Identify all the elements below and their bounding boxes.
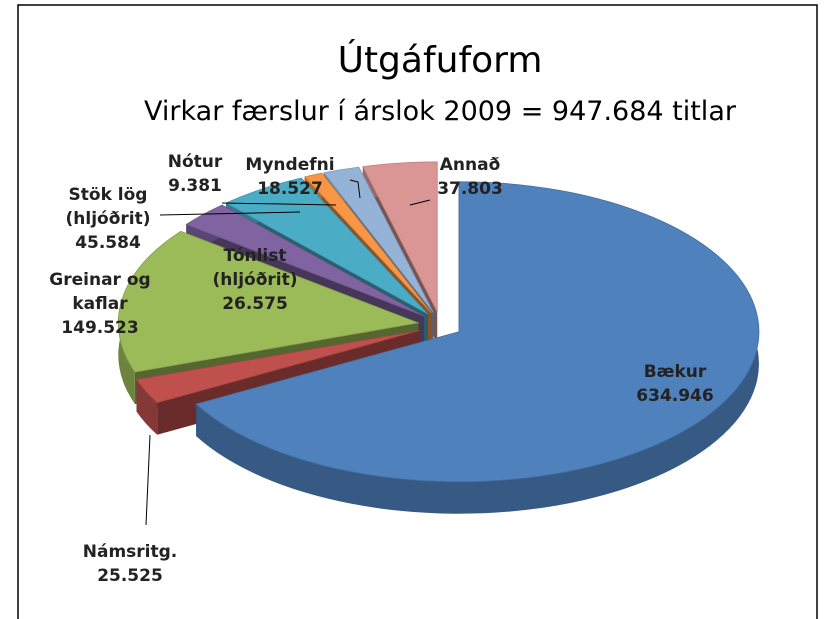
- data-label: Nótur 9.381: [155, 150, 235, 198]
- category-label: Tónlist (hljóðrit): [212, 246, 298, 290]
- category-label: Stök lög (hljóðrit): [65, 185, 151, 229]
- leader-line: [349, 179, 361, 199]
- category-label: Myndefni: [245, 155, 335, 175]
- value-label: 37.803: [437, 179, 503, 199]
- data-label: Myndefni 18.527: [230, 153, 350, 201]
- value-label: 634.946: [636, 386, 714, 406]
- slice-top: [362, 161, 438, 313]
- data-label: Bækur 634.946: [620, 360, 730, 408]
- leader-line: [159, 211, 301, 216]
- category-label: Bækur: [643, 362, 707, 382]
- data-label: Greinar og kaflar 149.523: [40, 268, 160, 340]
- leader-line: [145, 434, 151, 526]
- category-label: Nótur: [167, 152, 223, 172]
- slice-side: [136, 379, 158, 435]
- data-label: Tónlist (hljóðrit) 26.575: [200, 244, 310, 316]
- data-label: Námsritg. 25.525: [60, 540, 200, 588]
- leader-lines: [145, 179, 431, 526]
- slice-top: [117, 230, 420, 373]
- category-label: Námsritg.: [82, 542, 178, 562]
- slice-top: [195, 181, 760, 483]
- value-label: 45.584: [75, 233, 141, 253]
- value-label: 149.523: [61, 318, 139, 338]
- data-label: Stök lög (hljóðrit) 45.584: [48, 183, 168, 255]
- slice-top: [323, 166, 434, 313]
- data-label: Annað 37.803: [420, 153, 520, 201]
- slice: [195, 181, 760, 514]
- leader-line: [221, 202, 337, 206]
- slice-wall: [136, 330, 420, 412]
- chart-subtitle: Virkar færslur í árslok 2009 = 947.684 t…: [144, 96, 737, 127]
- value-label: 18.527: [257, 179, 323, 199]
- value-label: 25.525: [97, 566, 163, 586]
- pie: [117, 161, 760, 514]
- chart-title: Útgáfuform: [338, 39, 543, 81]
- leader-line: [409, 199, 431, 206]
- slice-top: [303, 172, 432, 314]
- slice-top: [135, 329, 421, 404]
- category-label: Greinar og kaflar: [49, 270, 151, 314]
- category-label: Annað: [439, 155, 501, 175]
- value-label: 26.575: [222, 294, 288, 314]
- value-label: 9.381: [168, 176, 222, 196]
